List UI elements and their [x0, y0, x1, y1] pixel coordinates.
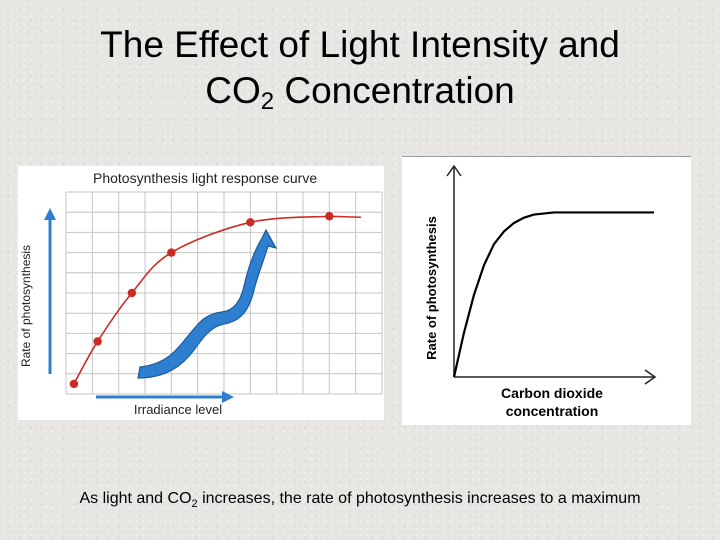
light-response-chart: Photosynthesis light response curve Rate…	[18, 166, 384, 420]
y-axis-arrowhead	[446, 164, 462, 177]
co2-response-svg: Rate of photosynthesis Carbon dioxide co…	[402, 156, 691, 419]
y-axis-label: Rate of photosynthesis	[424, 216, 439, 360]
y-axis-arrowhead	[44, 208, 56, 220]
light-response-svg: Photosynthesis light response curve Rate…	[19, 170, 383, 417]
x-axis-arrowhead	[222, 391, 234, 403]
data-point	[93, 337, 102, 346]
data-point	[325, 212, 334, 221]
title-concentration: Concentration	[274, 70, 515, 111]
title-co: CO	[205, 70, 261, 111]
data-point	[167, 248, 176, 257]
data-point	[246, 218, 255, 227]
x-axis-label-line-2: concentration	[506, 403, 599, 419]
x-axis-label-line-1: Carbon dioxide	[501, 385, 603, 401]
grid	[65, 191, 383, 395]
title-line-1: The Effect of Light Intensity and	[100, 24, 620, 65]
slide-caption: As light and CO2 increases, the rate of …	[0, 490, 720, 510]
caption-suffix: increases, the rate of photosynthesis in…	[197, 490, 641, 507]
co2-curve	[452, 211, 654, 378]
chart-title: Photosynthesis light response curve	[93, 170, 317, 186]
title-line-2: CO2 Concentration	[0, 68, 720, 125]
blue-bent-arrow	[137, 228, 278, 379]
data-point	[69, 379, 79, 389]
axes	[446, 164, 657, 385]
light-response-line	[73, 215, 361, 385]
x-axis-arrowhead	[644, 369, 657, 385]
x-axis-label: Irradiance level	[134, 402, 222, 417]
data-point	[127, 288, 137, 298]
slide-title: The Effect of Light Intensity and CO2 Co…	[0, 22, 720, 125]
y-axis-label: Rate of photosynthesis	[19, 245, 33, 367]
caption-prefix: As light and CO	[79, 490, 192, 507]
title-subscript-2: 2	[260, 88, 275, 115]
co2-response-chart: Rate of photosynthesis Carbon dioxide co…	[402, 156, 691, 425]
series	[69, 212, 361, 389]
axes	[44, 208, 234, 403]
caption-subscript-2: 2	[191, 498, 198, 511]
